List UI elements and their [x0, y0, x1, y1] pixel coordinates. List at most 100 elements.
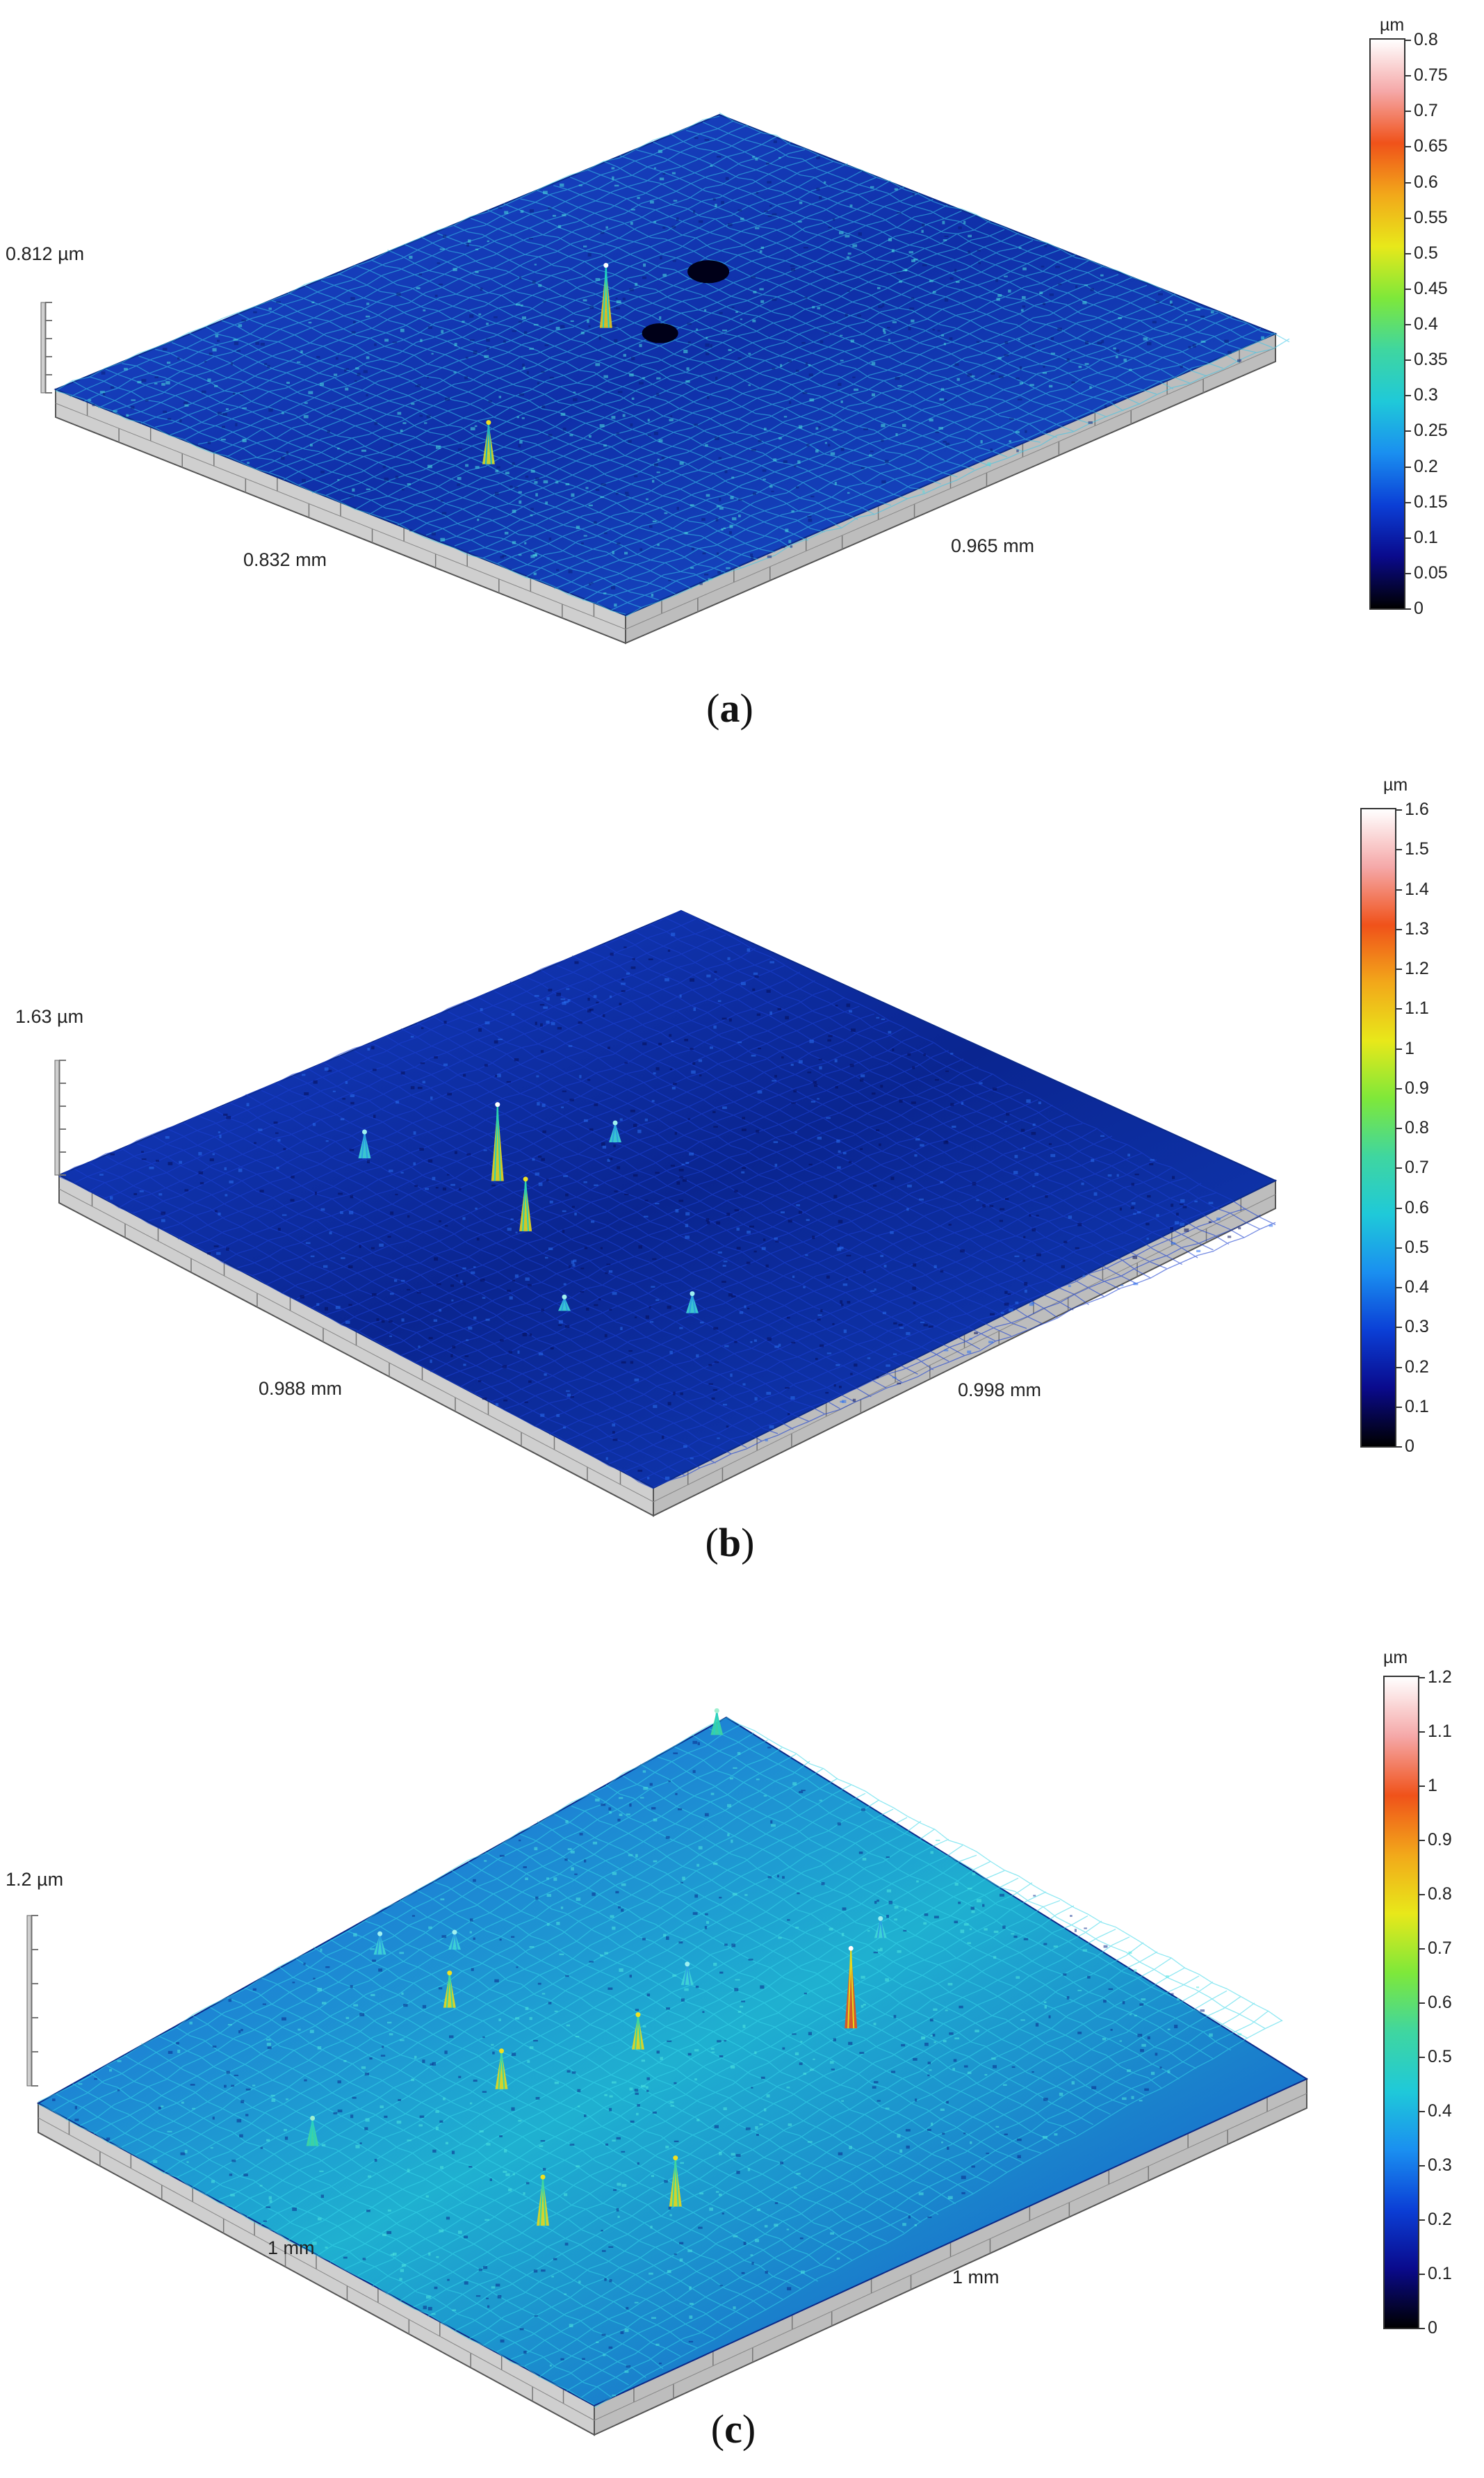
surface-texture	[88, 137, 1264, 607]
colorbar-tick-label: 1.5	[1405, 839, 1429, 859]
colorbar-tick-mark	[1396, 1446, 1402, 1448]
surface-top	[54, 113, 1278, 617]
colorbar-tick-mark	[1396, 1167, 1402, 1169]
colorbar-tick-mark	[1405, 324, 1411, 325]
colorbar-tick-label: 0.6	[1414, 172, 1438, 192]
colorbar-tick-mark	[1419, 2274, 1425, 2275]
colorbar-tick-mark	[1396, 1247, 1402, 1249]
colorbar	[1360, 808, 1396, 1448]
colorbar-tick-mark	[1419, 2165, 1425, 2167]
colorbar-tick-label: 0.45	[1414, 278, 1448, 298]
colorbar-tick-mark	[1405, 395, 1411, 397]
x-dimension-label: 1 mm	[268, 2237, 315, 2258]
colorbar-tick-label: 0.9	[1405, 1078, 1429, 1098]
colorbar-tick-label: 0.75	[1414, 65, 1448, 86]
colorbar-tick-mark	[1419, 2111, 1425, 2112]
colorbar-tick-label: 0.6	[1428, 1993, 1452, 2012]
colorbar-tick-label: 0.5	[1405, 1237, 1429, 1257]
x-dimension-label: 0.832 mm	[243, 549, 327, 570]
colorbar-tick-label: 0.4	[1414, 314, 1438, 334]
colorbar-tick-mark	[1419, 1731, 1425, 1733]
colorbar-tick-label: 0.15	[1414, 492, 1448, 512]
surface-top	[36, 1716, 1309, 2407]
surface-asperity-peak	[685, 1291, 699, 1313]
colorbar-tick-mark	[1396, 889, 1402, 891]
colorbar-tick-mark	[1405, 217, 1411, 219]
surface-texture	[52, 1740, 1242, 2397]
colorbar-tick-label: 0	[1405, 1436, 1414, 1456]
colorbar-tick-label: 0.55	[1414, 207, 1448, 227]
colorbar-tick-label: 0	[1428, 2318, 1437, 2338]
colorbar-unit: µm	[1383, 1648, 1408, 1667]
surface-asperity-peak	[609, 1120, 622, 1143]
colorbar-tick-label: 0.1	[1405, 1396, 1429, 1416]
x-dimension-label: 0.988 mm	[259, 1378, 343, 1399]
colorbar-tick-mark	[1405, 40, 1411, 41]
colorbar-tick-mark	[1396, 1406, 1402, 1408]
colorbar	[1369, 38, 1405, 610]
colorbar-tick-label: 0.7	[1405, 1158, 1429, 1178]
surface-asperity-peak	[448, 1929, 461, 1950]
colorbar	[1383, 1676, 1419, 2329]
colorbar-tick-label: 0.35	[1414, 350, 1448, 370]
colorbar-tick-label: 0.2	[1428, 2210, 1452, 2229]
surface-asperity-peak	[632, 2012, 644, 2050]
surface-asperity-peak	[495, 2048, 508, 2089]
colorbar-tick-label: 0.1	[1414, 527, 1438, 547]
colorbar-tick-label: 0.1	[1428, 2264, 1452, 2283]
colorbar-tick-mark	[1419, 1840, 1425, 1841]
height-scale-label: 0.812 µm	[6, 243, 85, 264]
colorbar-tick-label: 0.3	[1414, 385, 1438, 405]
surface-asperity-peak	[680, 1961, 694, 1986]
colorbar-tick-mark	[1419, 1894, 1425, 1895]
height-scale-label: 1.63 µm	[15, 1006, 84, 1027]
surface-asperity-peak	[537, 2174, 549, 2226]
colorbar-tick-mark	[1419, 1677, 1425, 1678]
colorbar-unit: µm	[1380, 15, 1405, 35]
colorbar-tick-mark	[1396, 1366, 1402, 1368]
surface-asperity-peak	[491, 1102, 504, 1181]
y-dimension-label: 0.965 mm	[951, 535, 1035, 556]
surface-asperity-peak	[358, 1129, 371, 1159]
surface-pit	[687, 260, 730, 284]
colorbar-tick-label: 0.5	[1414, 243, 1438, 263]
colorbar-tick-mark	[1405, 501, 1411, 503]
colorbar-tick-mark	[1405, 111, 1411, 113]
colorbar-tick-label: 0.7	[1414, 101, 1438, 121]
colorbar-tick-label: 0.25	[1414, 421, 1448, 441]
colorbar-tick-mark	[1405, 146, 1411, 148]
surface-asperity-peak	[306, 2116, 319, 2146]
colorbar-tick-mark	[1405, 288, 1411, 290]
colorbar-tick-label: 0.6	[1405, 1197, 1429, 1217]
colorbar-tick-mark	[1396, 969, 1402, 970]
colorbar-tick-label: 0.8	[1428, 1884, 1452, 1904]
colorbar-tick-label: 1.2	[1428, 1667, 1452, 1687]
surface-asperity-peak	[519, 1176, 532, 1231]
colorbar-tick-mark	[1419, 1948, 1425, 1950]
colorbar-tick-label: 0.8	[1405, 1118, 1429, 1137]
surface-asperity-peak	[373, 1931, 386, 1955]
surface-asperity-peak	[874, 1916, 887, 1938]
surface-asperity-peak	[710, 1708, 724, 1735]
surface-mesh	[38, 1717, 1283, 2408]
colorbar-tick-mark	[1405, 537, 1411, 539]
colorbar-tick-label: 0	[1414, 599, 1424, 618]
colorbar-tick-mark	[1396, 1128, 1402, 1129]
surface-3d-view	[54, 909, 1278, 1517]
colorbar-tick-label: 1.1	[1405, 998, 1429, 1019]
colorbar-tick-mark	[1396, 849, 1402, 851]
panel-caption: (b)	[705, 1520, 755, 1565]
colorbar-tick-mark	[1396, 809, 1402, 811]
colorbar-tick-mark	[1405, 181, 1411, 184]
colorbar-tick-mark	[1396, 1087, 1402, 1090]
colorbar-tick-mark	[1396, 928, 1402, 930]
surface-top	[57, 909, 1278, 1489]
panel-caption: (a)	[706, 686, 753, 731]
y-dimension-label: 1 mm	[952, 2267, 1000, 2287]
colorbar-tick-mark	[1419, 2328, 1425, 2329]
colorbar-tick-mark	[1396, 1048, 1402, 1050]
height-scale-label: 1.2 µm	[6, 1869, 64, 1890]
surface-asperity-peak	[599, 263, 612, 328]
colorbar-tick-mark	[1405, 572, 1411, 574]
surface-asperity-peak	[443, 1970, 456, 2008]
